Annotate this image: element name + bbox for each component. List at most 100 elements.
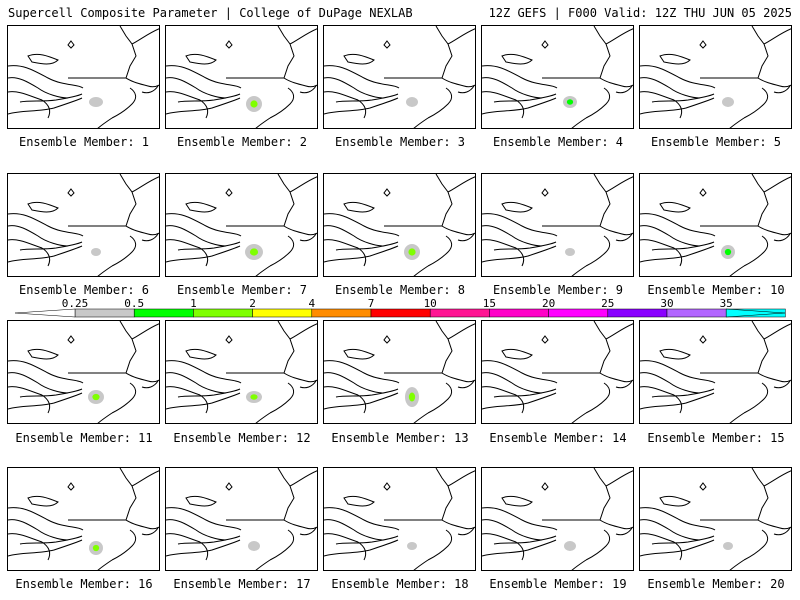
map-outline: [166, 360, 242, 384]
map-outline: [743, 529, 769, 561]
map-outline: [8, 392, 83, 410]
map-outline: [357, 99, 367, 119]
map-outline: [493, 93, 557, 103]
map-outline: [515, 247, 525, 267]
map-outline: [199, 394, 209, 414]
scp-contour-low: [565, 248, 575, 256]
member-map: [324, 26, 475, 128]
member-map: [640, 321, 791, 423]
map-outline: [493, 535, 557, 545]
island-marker: [699, 482, 707, 491]
colorbar-swatch: [489, 308, 549, 318]
map-outline: [8, 372, 69, 394]
map-outline: [226, 26, 295, 79]
map-outline: [289, 470, 317, 487]
map-outline: [482, 507, 558, 531]
map-outline: [447, 323, 475, 340]
map-outline: [743, 382, 769, 414]
map-outline: [773, 527, 791, 536]
map-outline: [447, 176, 475, 193]
member-map: [640, 174, 791, 276]
map-outline: [482, 519, 543, 541]
map-outline: [673, 247, 683, 267]
map-outline: [673, 99, 683, 119]
map-outline: [226, 468, 295, 521]
map-outline: [763, 28, 791, 45]
map-outline: [640, 539, 715, 557]
member-map: [166, 321, 317, 423]
map-outline: [19, 93, 83, 103]
map-outline: [447, 470, 475, 487]
map-outline: [299, 527, 317, 536]
map-outline: [427, 382, 453, 414]
map-outline: [131, 28, 159, 45]
member-map: [8, 174, 159, 276]
map-outline: [111, 87, 137, 119]
map-outline: [41, 541, 51, 561]
member-map-panel: [639, 320, 792, 424]
map-outline: [585, 87, 611, 119]
map-outline: [8, 239, 43, 249]
colorbar-tick-label: 7: [368, 297, 375, 310]
map-outline: [482, 360, 558, 384]
colorbar-swatch: [429, 308, 490, 318]
map-outline: [8, 65, 84, 89]
scp-contour-core: [249, 248, 259, 256]
colorbar-swatch: [607, 308, 668, 318]
map-outline: [413, 265, 429, 276]
map-outline: [427, 235, 453, 267]
member-caption: Ensemble Member: 10: [647, 283, 785, 297]
map-outline: [68, 321, 137, 374]
map-outline: [131, 323, 159, 340]
colorbar-swatch: [666, 308, 727, 318]
map-outline: [585, 235, 611, 267]
map-outline: [299, 233, 317, 242]
member-map-panel: [323, 320, 476, 424]
map-outline: [640, 239, 675, 249]
map-outline: [125, 225, 159, 236]
map-outline: [515, 99, 525, 119]
island-marker: [383, 335, 391, 344]
colorbar-max-arrow: [725, 308, 786, 318]
map-outline: [605, 176, 633, 193]
map-outline: [441, 225, 475, 236]
map-outline: [166, 372, 227, 394]
member-map-panel: [165, 467, 318, 571]
member-caption: Ensemble Member: 12: [173, 431, 311, 445]
colorbar-swatch: [133, 308, 194, 318]
member-map-panel: [7, 173, 160, 277]
map-outline: [615, 85, 633, 94]
colorbar-tick-label: 0.5: [124, 297, 144, 310]
map-outline: [269, 235, 295, 267]
scp-contour-low: [248, 541, 260, 551]
scp-contour-low: [406, 97, 418, 107]
member-map: [324, 321, 475, 423]
map-outline: [427, 529, 453, 561]
map-outline: [673, 541, 683, 561]
map-outline: [659, 495, 691, 507]
map-outline: [335, 535, 399, 545]
member-map-panel: [323, 25, 476, 129]
map-outline: [493, 241, 557, 251]
colorbar-swatch: [193, 308, 253, 318]
colorbar-tick-label: 1: [190, 297, 197, 310]
map-outline: [384, 321, 453, 374]
map-outline: [131, 176, 159, 193]
map-outline: [501, 348, 533, 360]
map-outline: [166, 507, 242, 531]
member-map-panel: [323, 173, 476, 277]
map-outline: [177, 241, 241, 251]
map-outline: [27, 495, 59, 507]
map-outline: [343, 201, 375, 213]
map-outline: [493, 388, 557, 398]
map-outline: [19, 388, 83, 398]
map-outline: [615, 527, 633, 536]
scp-contour-core: [250, 394, 258, 400]
map-outline: [640, 533, 675, 543]
scp-contour-low: [91, 248, 101, 256]
map-outline: [166, 519, 227, 541]
map-outline: [343, 53, 375, 65]
map-outline: [19, 535, 83, 545]
map-outline: [571, 412, 587, 423]
scp-contour-core: [92, 393, 100, 401]
